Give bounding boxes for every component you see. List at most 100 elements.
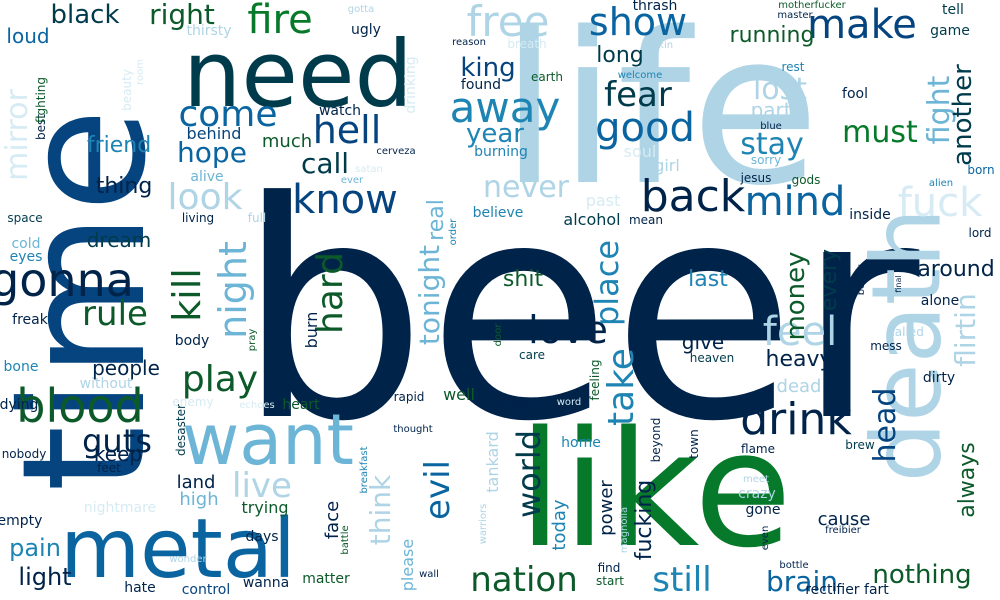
word-brew: brew	[845, 438, 875, 452]
word-door: door	[493, 323, 504, 347]
word-come: come	[178, 94, 278, 135]
word-ugly: ugly	[351, 22, 381, 38]
word-mess: mess	[870, 339, 902, 353]
word-days: days	[245, 529, 279, 545]
word-room: room	[135, 59, 146, 85]
word-mind: mind	[744, 179, 846, 225]
word-thirsty: thirsty	[186, 23, 232, 39]
word-heaven: heaven	[689, 351, 735, 365]
word-head: head	[868, 387, 903, 463]
word-name: name	[514, 251, 550, 265]
word-crazy: crazy	[738, 486, 776, 502]
word-past: past	[585, 191, 621, 210]
word-full: full	[247, 211, 267, 225]
word-dream: dream	[86, 228, 152, 252]
word-born: born	[967, 163, 995, 177]
word-nightmare: nightmare	[83, 500, 157, 516]
word-king: king	[460, 53, 516, 83]
word-must: must	[842, 115, 918, 150]
word-gone: gone	[745, 502, 781, 518]
word-inside: inside	[849, 207, 891, 223]
word-thought: thought	[393, 424, 433, 435]
word-eyes: eyes	[9, 249, 43, 265]
word-mirror: mirror	[0, 89, 35, 181]
word-real: real	[424, 199, 449, 241]
word-space: space	[7, 211, 43, 225]
word-hate: hate	[124, 580, 156, 596]
word-body: body	[174, 333, 210, 349]
word-freibier: freibier	[825, 525, 861, 536]
word-dead: dead	[776, 376, 822, 397]
word-show: show	[588, 0, 688, 44]
word-land: land	[176, 472, 216, 493]
word-right: right	[149, 0, 215, 31]
word-home: home	[561, 435, 601, 451]
word-take: take	[601, 348, 642, 426]
word-bone: bone	[3, 359, 39, 375]
word-blood: blood	[16, 379, 144, 433]
word-around: around	[917, 257, 995, 282]
word-called: called	[888, 325, 924, 339]
word-desaster: desaster	[174, 404, 188, 456]
word-empty: empty	[0, 513, 43, 529]
word-last: last	[688, 267, 728, 292]
word-gods: gods	[791, 173, 821, 187]
word-heart: heart	[282, 397, 320, 413]
word-battle: battle	[340, 525, 351, 555]
word-heavy: heavy	[765, 347, 833, 372]
word-wonder: wonder	[169, 554, 207, 565]
word-like: like	[517, 396, 793, 583]
word-cerveza: cerveza	[376, 146, 416, 157]
word-motherfucker: motherfucker	[778, 0, 846, 11]
word-jesus: jesus	[740, 171, 772, 185]
word-rest: rest	[781, 60, 805, 74]
word-earth: earth	[531, 70, 563, 84]
word-call: call	[300, 147, 350, 180]
word-loud: loud	[6, 24, 50, 48]
word-drink: drink	[740, 394, 852, 445]
word-lord: lord	[968, 226, 992, 240]
word-shit: shit	[502, 267, 544, 292]
word-free: free	[466, 0, 550, 46]
word-blue: blue	[760, 121, 782, 132]
word-living: living	[181, 211, 215, 225]
word-believe: believe	[472, 205, 524, 221]
word-breath: breath	[507, 37, 547, 51]
word-good: good	[595, 105, 695, 151]
word-start: start	[596, 574, 624, 588]
word-girl: girl	[654, 156, 680, 175]
word-fool: fool	[842, 86, 868, 102]
word-drinking: drinking	[403, 56, 419, 114]
word-stay: stay	[740, 127, 804, 162]
word-fuck: fuck	[897, 180, 983, 226]
word-every: every	[817, 248, 842, 312]
word-feet: feet	[97, 461, 121, 475]
word-feel: feel	[762, 309, 838, 355]
word-beyond: beyond	[649, 417, 663, 463]
word-even: even	[760, 525, 771, 551]
word-enemy: enemy	[172, 395, 214, 409]
word-nothing: nothing	[872, 560, 972, 590]
word-please: please	[398, 538, 417, 592]
word-tell: tell	[942, 2, 964, 18]
word-place: place	[588, 239, 626, 327]
word-hope: hope	[177, 136, 247, 169]
word-meet: meet	[743, 474, 769, 485]
word-dirty: dirty	[922, 370, 956, 386]
word-need: need	[183, 21, 413, 128]
word-ever: ever	[340, 175, 364, 186]
word-thing: thing	[95, 174, 153, 199]
word-warriors: warriors	[478, 503, 489, 545]
word-people: people	[92, 356, 160, 380]
word-town: town	[687, 429, 701, 459]
word-play: play	[181, 359, 259, 400]
word-high: high	[179, 489, 219, 510]
word-alone: alone	[920, 293, 960, 309]
word-feeling: feeling	[588, 359, 602, 401]
word-power: power	[596, 480, 617, 536]
word-alive: alive	[190, 169, 224, 185]
word-never: never	[482, 170, 570, 205]
word-want: want	[182, 399, 354, 481]
word-burn: burn	[302, 311, 321, 349]
